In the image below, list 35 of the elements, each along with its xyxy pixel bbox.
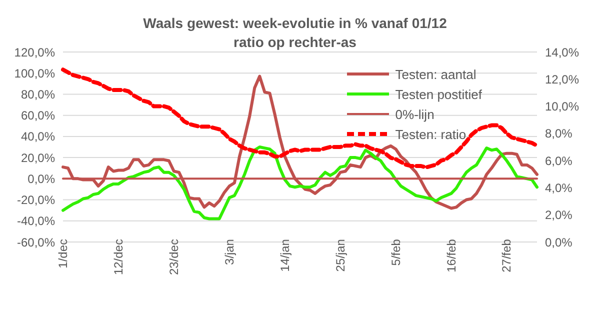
x-tick-label: 3/jan xyxy=(222,239,236,266)
x-tick-label: 12/dec xyxy=(111,239,126,276)
y-tick-label: 100,0% xyxy=(14,66,56,80)
y2-tick-label: 8,0% xyxy=(545,126,573,141)
x-tick-label: 1/dec xyxy=(56,239,70,268)
x-tick-label: 5/feb xyxy=(388,238,403,266)
chart-subtitle: ratio op rechter-as xyxy=(234,34,356,50)
y2-tick-label: 6,0% xyxy=(545,154,573,168)
line-series xyxy=(62,146,538,220)
x-tick-label: 25/jan xyxy=(333,239,348,272)
y-tick-label: 120,0% xyxy=(14,45,56,60)
x-tick-label: 16/feb xyxy=(444,238,458,272)
line-series xyxy=(61,68,539,170)
y-tick-label: 40,0% xyxy=(20,130,56,144)
y-tick-label: 0,0% xyxy=(28,172,56,186)
legend-label: Testen: ratio xyxy=(395,126,466,142)
y2-tick-label: 4,0% xyxy=(545,180,573,195)
x-tick-label: 14/jan xyxy=(278,239,292,272)
y-tick-label: -40,0% xyxy=(16,214,56,228)
y2-tick-label: 14,0% xyxy=(545,45,580,60)
legend-label: Testen postitief xyxy=(395,86,482,102)
y2-tick-label: 10,0% xyxy=(545,100,580,114)
y-tick-label: 60,0% xyxy=(20,108,56,123)
x-tick-label: 23/dec xyxy=(166,239,181,276)
y-tick-label: -60,0% xyxy=(16,235,56,250)
chart-title: Waals gewest: week-evolutie in % vanaf 01/12 xyxy=(142,14,448,33)
legend-label: Testen: aantal xyxy=(395,66,476,82)
legend-label: 0%-lijn xyxy=(395,106,434,122)
x-tick-label: 27/feb xyxy=(500,238,514,272)
y-tick-label: -20,0% xyxy=(16,193,56,208)
y-tick-label: 80,0% xyxy=(20,87,56,102)
y2-tick-label: 0,0% xyxy=(545,235,573,250)
y-tick-label: 20,0% xyxy=(20,150,56,165)
y2-tick-label: 12,0% xyxy=(545,72,580,86)
y2-tick-label: 2,0% xyxy=(545,208,573,222)
